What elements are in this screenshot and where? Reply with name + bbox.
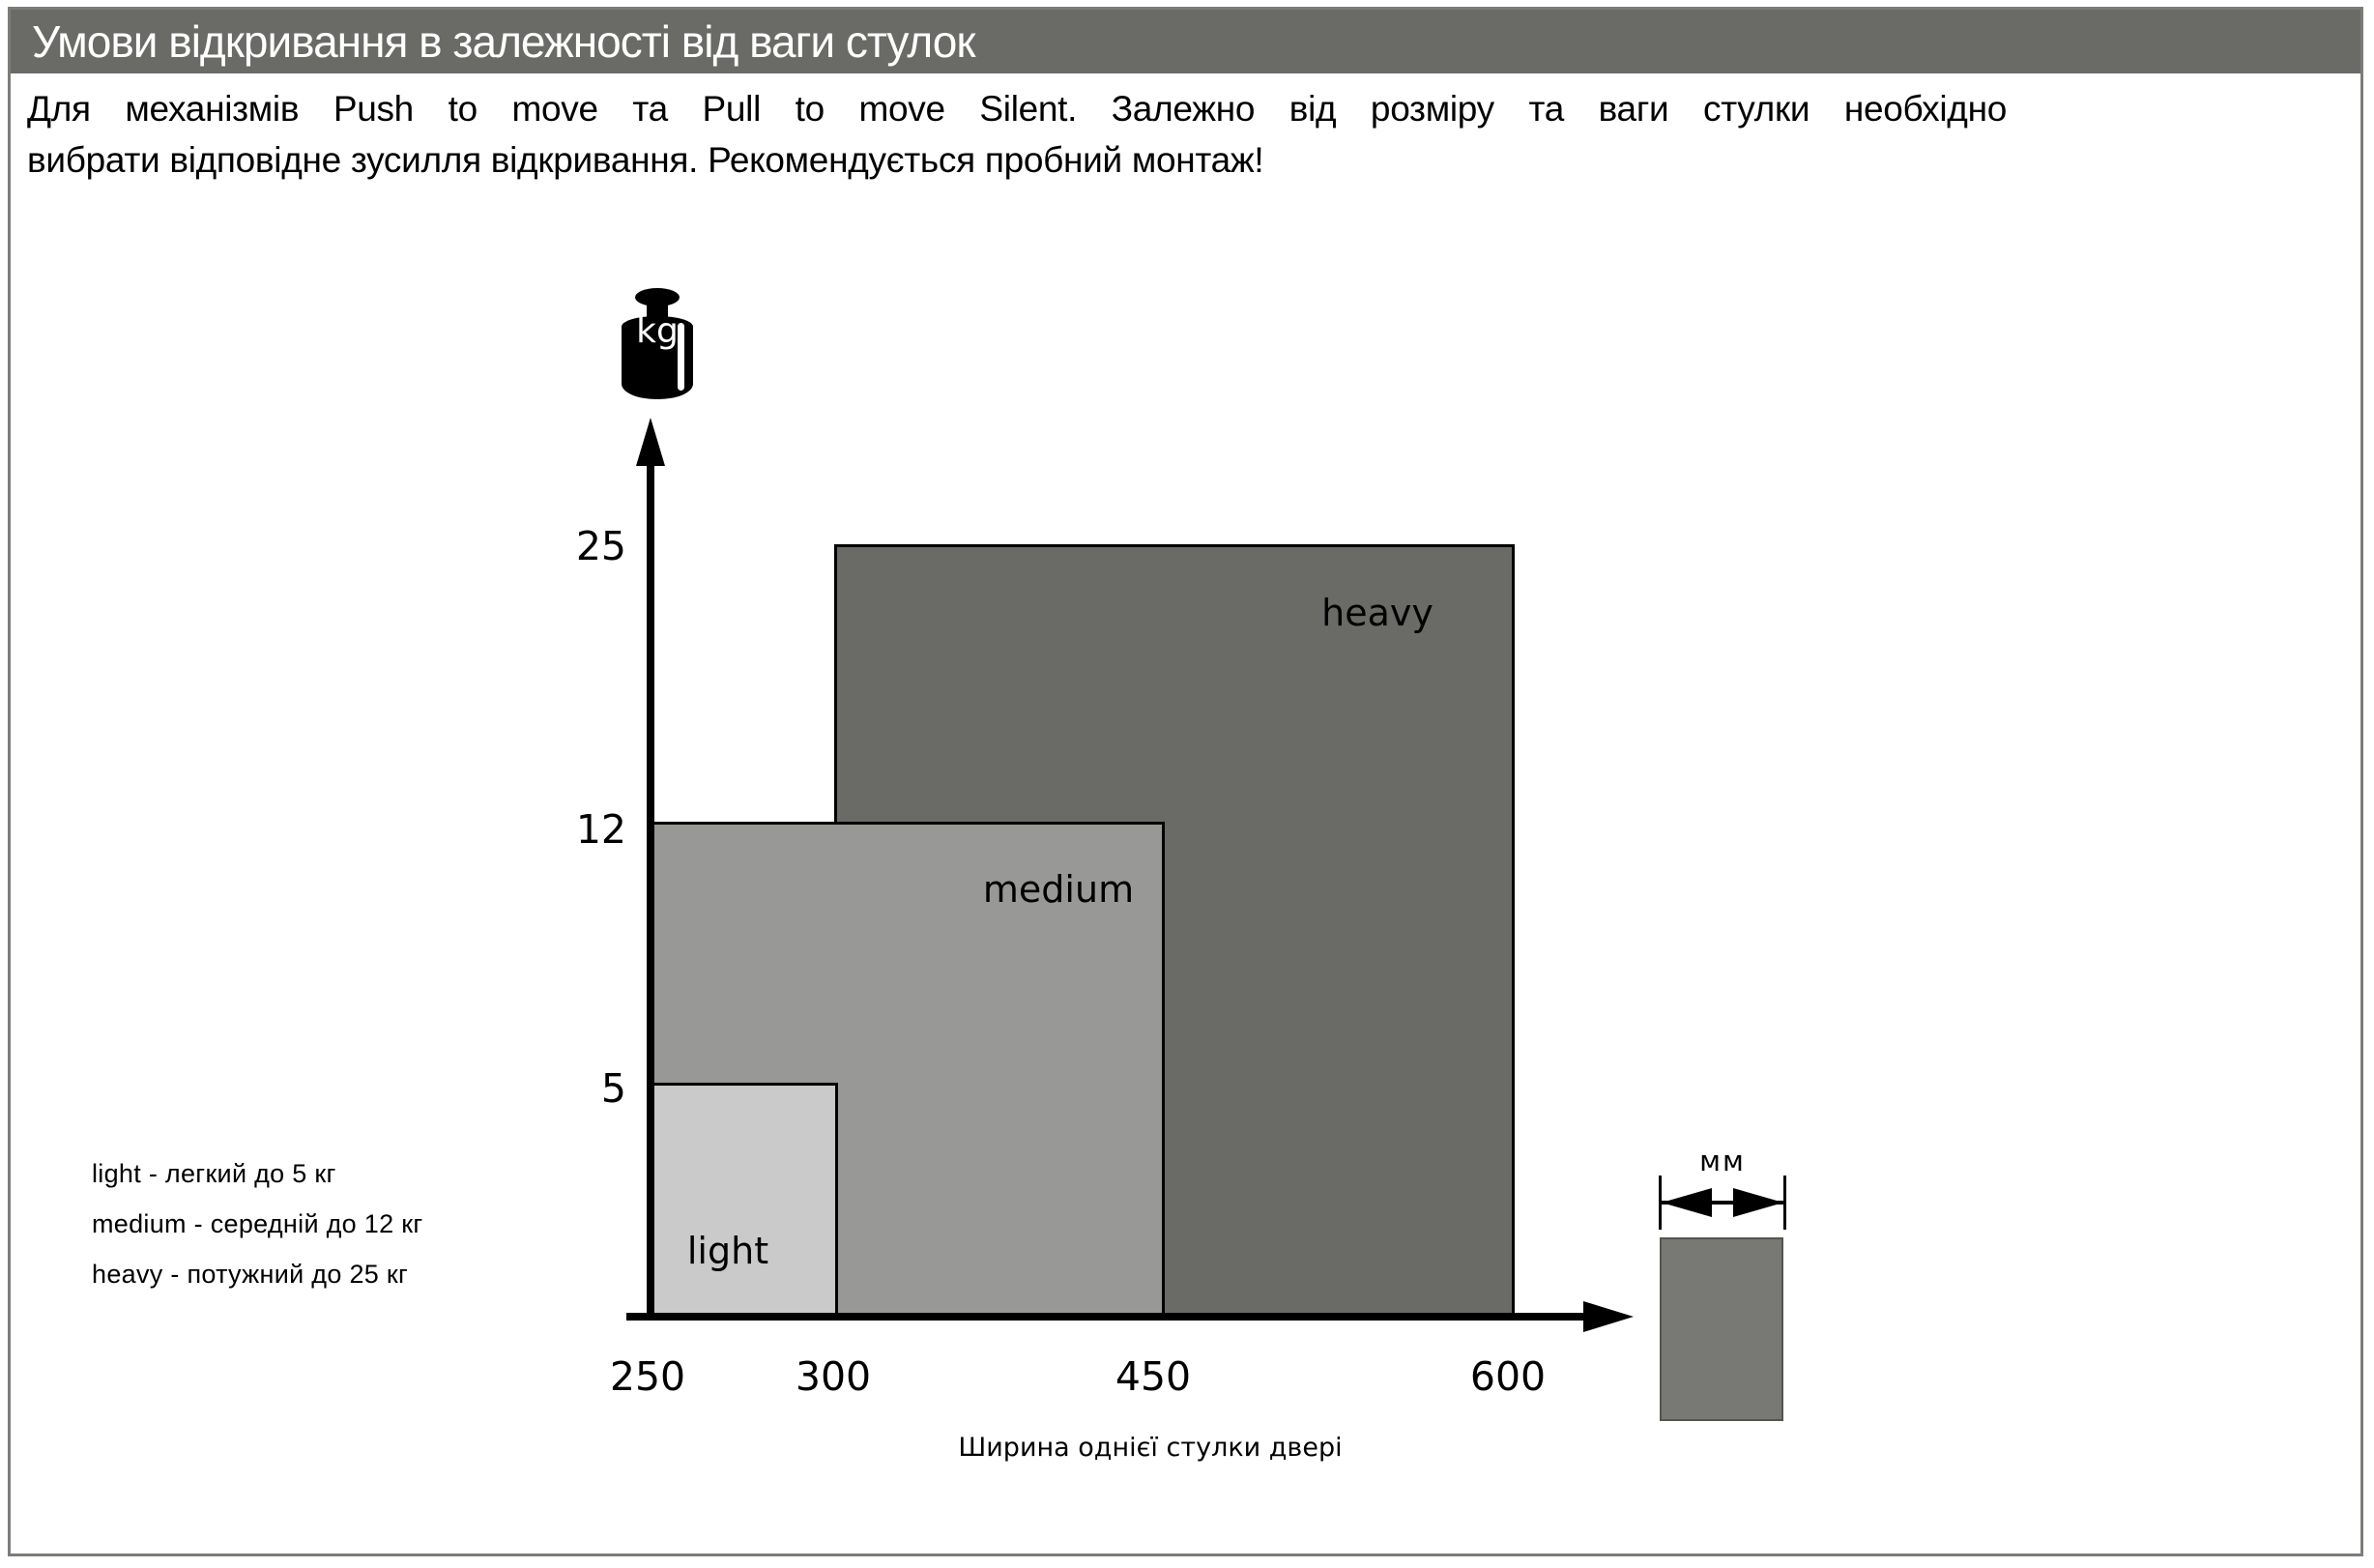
x-tick-600: 600 (1469, 1353, 1547, 1400)
dimension-line (1662, 1201, 1783, 1205)
region-label-heavy: heavy (1321, 592, 1433, 634)
legend-item-heavy: heavy - потужний до 25 кг (92, 1260, 409, 1289)
y-axis-arrow-icon (636, 418, 665, 466)
x-tick-450: 450 (1115, 1353, 1192, 1400)
legend-item-medium: medium - середній до 12 кг (92, 1209, 423, 1238)
mm-unit-label: мм (1699, 1145, 1746, 1177)
legend-item-light: light - легкий до 5 кг (92, 1159, 336, 1188)
x-axis-arrow-icon (1583, 1301, 1634, 1332)
x-axis-title: Ширина однієї стулки двері (958, 1433, 1343, 1463)
y-tick-5: 5 (600, 1065, 626, 1112)
y-tick-25: 25 (575, 523, 626, 569)
page-title: Умови відкривання в залежності від ваги … (32, 16, 975, 67)
weight-highlight (678, 323, 684, 391)
weight-kg-icon: kg (622, 288, 693, 400)
dimension-tick-right (1783, 1176, 1786, 1230)
x-axis (626, 1313, 1585, 1321)
region-label-medium: medium (982, 868, 1135, 911)
x-tick-300: 300 (795, 1353, 872, 1400)
region-medium (649, 822, 1165, 1319)
dimension-arrow-right-icon (1733, 1188, 1783, 1217)
intro-line-2: вибрати відповідне зусилля відкривання. … (27, 140, 1264, 180)
title-bar: Умови відкривання в залежності від ваги … (11, 10, 2360, 73)
x-tick-250: 250 (609, 1353, 686, 1400)
dimension-arrow-left-icon (1662, 1188, 1712, 1217)
region-light (649, 1083, 838, 1319)
intro-line-1: Для механізмів Push to move та Pull to m… (27, 89, 2007, 129)
weight-body (622, 316, 693, 399)
weight-neck (647, 301, 668, 318)
kg-unit-label: kg (636, 311, 679, 351)
region-label-light: light (686, 1230, 769, 1272)
legend: light - легкий до 5 кг medium - середній… (92, 1148, 423, 1299)
intro-paragraph: Для механізмів Push to move та Pull to m… (27, 83, 2007, 186)
y-axis (647, 462, 654, 1321)
weight-knob (635, 288, 680, 306)
door-leaf-rect (1660, 1237, 1783, 1421)
y-tick-12: 12 (575, 806, 626, 853)
dimension-tick-left (1659, 1176, 1662, 1230)
